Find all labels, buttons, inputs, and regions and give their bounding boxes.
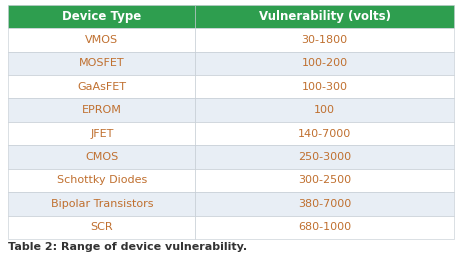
Text: SCR: SCR bbox=[91, 222, 113, 232]
Bar bbox=[195, 192, 454, 215]
Bar bbox=[8, 122, 195, 145]
Text: 100: 100 bbox=[314, 105, 335, 115]
Text: Vulnerability (volts): Vulnerability (volts) bbox=[259, 10, 390, 23]
Text: 380-7000: 380-7000 bbox=[298, 199, 351, 209]
Bar bbox=[195, 215, 454, 239]
Bar bbox=[195, 5, 454, 28]
Text: VMOS: VMOS bbox=[85, 35, 118, 45]
Text: Table 2: Range of device vulnerability.: Table 2: Range of device vulnerability. bbox=[8, 242, 248, 252]
Bar bbox=[8, 5, 195, 28]
Text: GaAsFET: GaAsFET bbox=[77, 82, 126, 92]
Bar bbox=[195, 145, 454, 169]
Bar bbox=[8, 192, 195, 215]
Bar bbox=[195, 75, 454, 99]
Text: 250-3000: 250-3000 bbox=[298, 152, 351, 162]
Text: CMOS: CMOS bbox=[85, 152, 118, 162]
Bar bbox=[8, 52, 195, 75]
Text: 140-7000: 140-7000 bbox=[298, 129, 351, 139]
Text: 300-2500: 300-2500 bbox=[298, 175, 351, 185]
Bar bbox=[8, 169, 195, 192]
Bar bbox=[195, 122, 454, 145]
Bar bbox=[195, 52, 454, 75]
Bar bbox=[8, 99, 195, 122]
Bar bbox=[8, 28, 195, 52]
Text: 100-200: 100-200 bbox=[302, 58, 347, 68]
Bar bbox=[8, 215, 195, 239]
Bar bbox=[8, 145, 195, 169]
Bar bbox=[195, 169, 454, 192]
Text: MOSFET: MOSFET bbox=[79, 58, 125, 68]
Bar bbox=[8, 75, 195, 99]
Text: JFET: JFET bbox=[90, 129, 114, 139]
Text: 680-1000: 680-1000 bbox=[298, 222, 351, 232]
Text: Schottky Diodes: Schottky Diodes bbox=[57, 175, 147, 185]
Bar bbox=[195, 28, 454, 52]
Text: Device Type: Device Type bbox=[62, 10, 141, 23]
Text: Bipolar Transistors: Bipolar Transistors bbox=[51, 199, 153, 209]
Bar bbox=[195, 99, 454, 122]
Text: 100-300: 100-300 bbox=[302, 82, 347, 92]
Text: EPROM: EPROM bbox=[82, 105, 122, 115]
Text: 30-1800: 30-1800 bbox=[302, 35, 347, 45]
